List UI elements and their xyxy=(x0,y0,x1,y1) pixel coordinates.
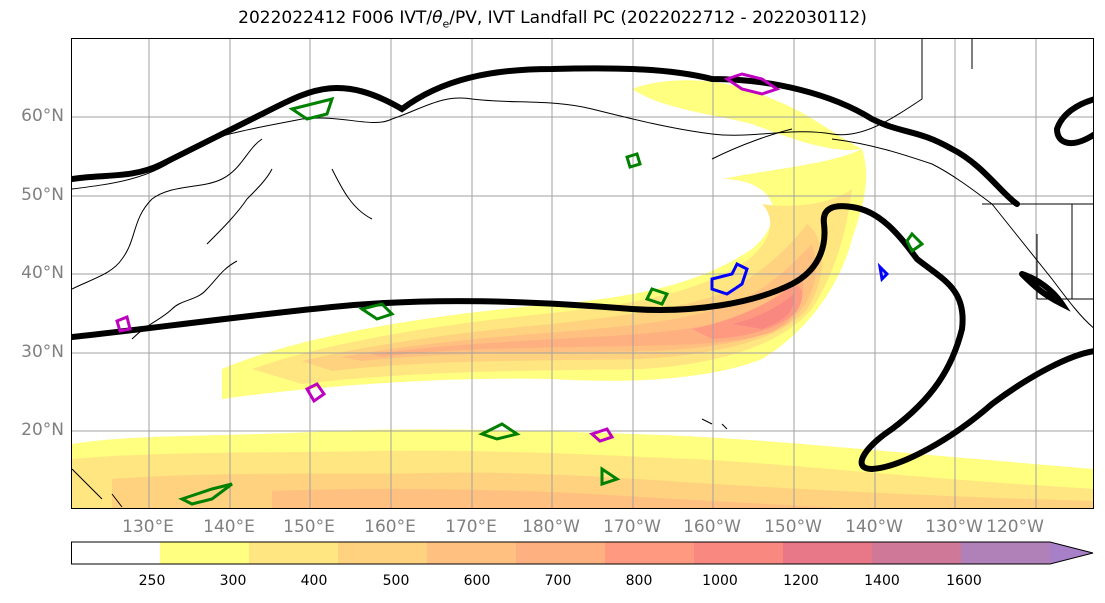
colorbar-outline xyxy=(71,541,1094,565)
colorbar xyxy=(71,541,1094,565)
colorbar-segment xyxy=(249,542,339,564)
colorbar-tick-label: 300 xyxy=(219,573,247,589)
colorbar-segment xyxy=(516,542,606,564)
lat-label-60n: 60°N xyxy=(21,106,64,126)
ivt-shading xyxy=(72,80,1093,508)
colorbar-segment xyxy=(605,542,695,564)
colorbar-segment xyxy=(961,542,1051,564)
lon-label-160e: 160°E xyxy=(364,517,416,537)
colorbar-tick-label: 500 xyxy=(382,573,410,589)
landfall-pc-contours xyxy=(115,72,781,443)
pv-contours xyxy=(178,96,925,506)
colorbar-tick-label: 1000 xyxy=(702,573,738,589)
colorbar-segment xyxy=(1050,542,1093,564)
lon-label-170w: 170°W xyxy=(603,517,661,537)
lon-label-180w: 180°W xyxy=(522,517,580,537)
map-title: 2022022412 F006 IVT/θe/PV, IVT Landfall … xyxy=(238,8,867,31)
lon-label-150w: 150°W xyxy=(764,517,822,537)
colorbar-segment xyxy=(338,542,428,564)
geopotential-contours xyxy=(72,65,1093,473)
lon-label-150e: 150°E xyxy=(283,517,335,537)
colorbar-tick-label: 700 xyxy=(544,573,572,589)
lat-label-40n: 40°N xyxy=(21,263,64,283)
colorbar-segment xyxy=(427,542,517,564)
theta-e-contours xyxy=(710,261,890,296)
colorbar-tick-label: 1400 xyxy=(864,573,900,589)
colorbar-tick-label: 400 xyxy=(300,573,328,589)
colorbar-tick-label: 800 xyxy=(625,573,653,589)
map-panel xyxy=(71,38,1094,509)
lat-label-50n: 50°N xyxy=(21,185,64,205)
lon-label-170e: 170°E xyxy=(445,517,497,537)
lat-label-20n: 20°N xyxy=(21,420,64,440)
colorbar-segment xyxy=(783,542,873,564)
graticule xyxy=(72,39,1093,508)
colorbar-tick-label: 1200 xyxy=(783,573,819,589)
colorbar-segment xyxy=(160,542,250,564)
lon-label-130e: 130°E xyxy=(122,517,174,537)
lon-label-140e: 140°E xyxy=(203,517,255,537)
lon-label-160w: 160°W xyxy=(683,517,741,537)
lon-label-120w: 120°W xyxy=(986,517,1044,537)
colorbar-tick-label: 600 xyxy=(463,573,491,589)
colorbar-segment xyxy=(71,542,161,564)
ivt-map xyxy=(72,39,1093,508)
lon-label-130w: 130°W xyxy=(925,517,983,537)
lat-label-30n: 30°N xyxy=(21,342,64,362)
colorbar-tick-label: 1600 xyxy=(946,573,982,589)
colorbar-segment xyxy=(872,542,962,564)
lon-label-140w: 140°W xyxy=(845,517,903,537)
colorbar-segment xyxy=(694,542,784,564)
colorbar-tick-label: 250 xyxy=(138,573,166,589)
